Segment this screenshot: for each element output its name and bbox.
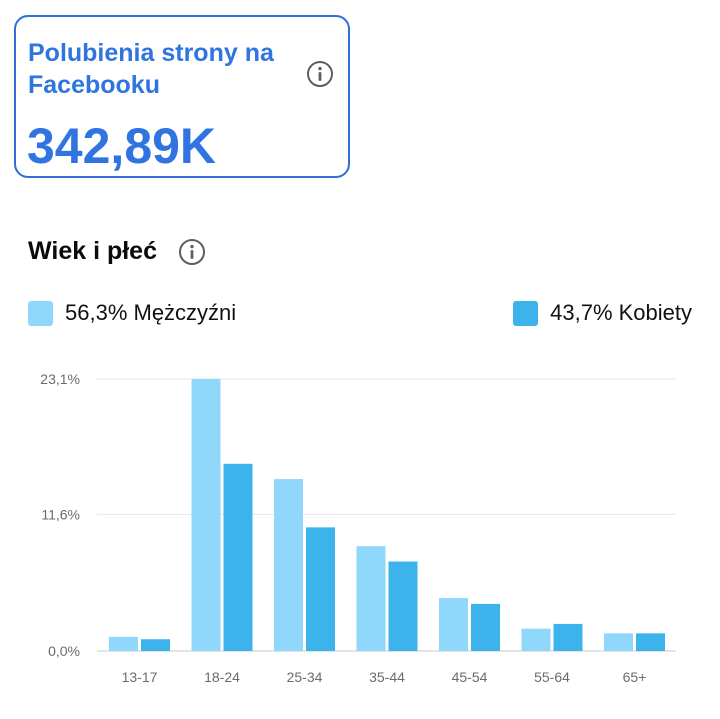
y-tick-label: 0,0%	[48, 643, 80, 659]
legend-men: 56,3% Mężczyźni	[28, 298, 236, 328]
page-likes-value: 342,89K	[27, 118, 217, 174]
page-likes-card: Polubienia strony na Facebooku 342,89K	[14, 15, 350, 178]
bar-men-35-44[interactable]	[356, 546, 386, 651]
x-tick-label: 25-34	[287, 669, 323, 685]
bar-men-65+[interactable]	[604, 633, 633, 651]
legend-women: 43,7% Kobiety	[513, 298, 692, 328]
legend-men-swatch	[28, 300, 53, 326]
x-tick-label: 35-44	[369, 669, 405, 685]
legend-women-label: 43,7% Kobiety	[550, 300, 692, 325]
bar-women-65+[interactable]	[636, 633, 665, 651]
card-title: Polubienia strony na Facebooku	[28, 39, 274, 99]
bar-men-25-34[interactable]	[274, 479, 303, 651]
x-tick-label: 18-24	[204, 669, 240, 685]
y-tick-label: 23,1%	[40, 371, 80, 387]
section-title: Wiek i płeć	[28, 237, 157, 265]
bar-women-13-17[interactable]	[141, 639, 170, 651]
bar-men-55-64[interactable]	[521, 628, 551, 651]
bar-women-35-44[interactable]	[388, 561, 418, 651]
legend-women-swatch	[513, 300, 539, 326]
info-icon[interactable]	[306, 60, 334, 88]
x-tick-label: 65+	[623, 669, 647, 685]
bar-men-13-17[interactable]	[109, 636, 138, 651]
y-tick-label: 11,6%	[41, 506, 80, 522]
info-icon[interactable]	[178, 238, 206, 266]
bar-men-45-54[interactable]	[439, 598, 468, 651]
bar-women-55-64[interactable]	[553, 623, 583, 651]
x-tick-label: 55-64	[534, 669, 570, 685]
x-tick-label: 45-54	[452, 669, 488, 685]
bar-women-45-54[interactable]	[471, 603, 500, 651]
bar-men-18-24[interactable]	[191, 379, 221, 651]
legend-men-label: 56,3% Mężczyźni	[65, 300, 237, 325]
bar-women-25-34[interactable]	[306, 527, 335, 651]
bar-women-18-24[interactable]	[223, 463, 253, 651]
x-tick-label: 13-17	[122, 669, 158, 685]
